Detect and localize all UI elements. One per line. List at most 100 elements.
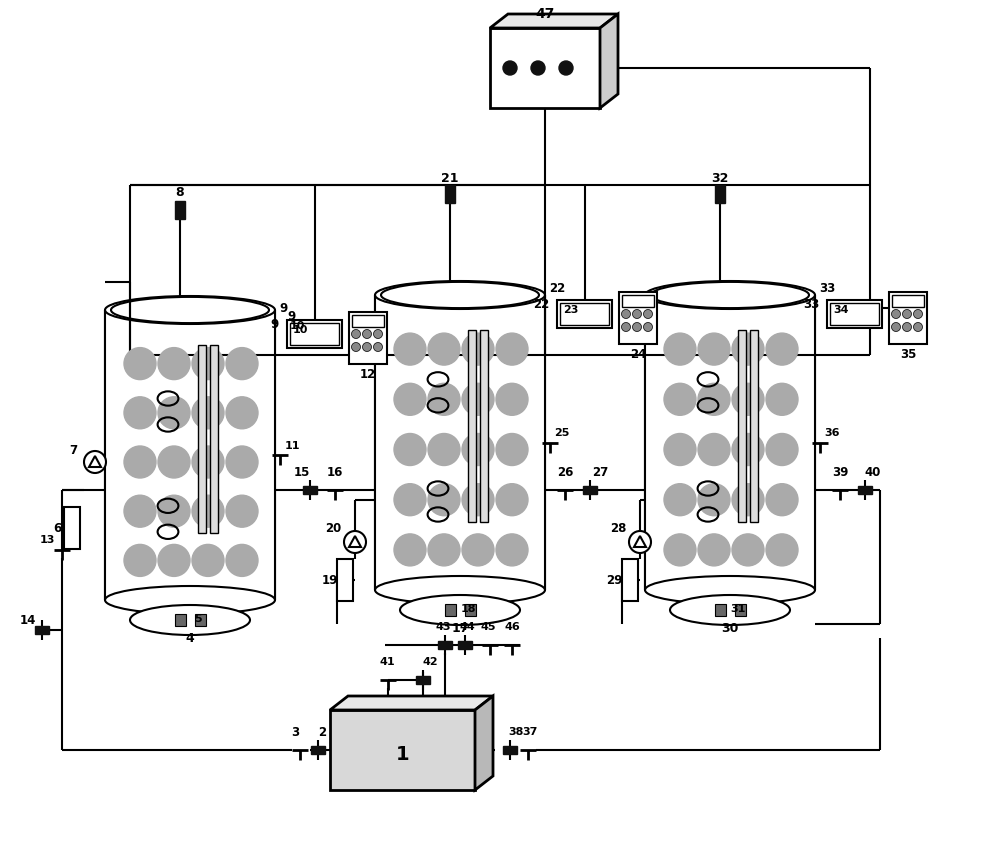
Circle shape: [192, 495, 224, 528]
Circle shape: [914, 310, 922, 318]
Bar: [622, 559, 638, 601]
Text: 23: 23: [563, 305, 578, 315]
Circle shape: [622, 323, 631, 332]
Circle shape: [428, 483, 460, 516]
Circle shape: [192, 545, 224, 576]
Circle shape: [192, 347, 224, 380]
Circle shape: [362, 342, 372, 351]
Circle shape: [766, 534, 798, 566]
Circle shape: [462, 433, 494, 465]
Circle shape: [84, 451, 106, 473]
Circle shape: [428, 433, 460, 465]
Bar: [465, 604, 476, 616]
Circle shape: [462, 333, 494, 365]
Circle shape: [766, 483, 798, 516]
Circle shape: [902, 323, 912, 332]
Circle shape: [124, 347, 156, 380]
Text: 19: 19: [322, 574, 338, 586]
Text: 47: 47: [535, 7, 555, 21]
Circle shape: [698, 483, 730, 516]
Circle shape: [664, 534, 696, 566]
Circle shape: [644, 310, 652, 318]
Circle shape: [732, 534, 764, 566]
Circle shape: [698, 333, 730, 365]
Circle shape: [158, 446, 190, 478]
Circle shape: [124, 545, 156, 576]
Circle shape: [503, 61, 517, 75]
Circle shape: [633, 323, 642, 332]
Bar: [830, 303, 879, 325]
Bar: [619, 292, 657, 344]
Circle shape: [428, 383, 460, 415]
Bar: [198, 345, 206, 534]
Bar: [503, 746, 517, 754]
Circle shape: [158, 397, 190, 429]
Circle shape: [192, 446, 224, 478]
Bar: [750, 330, 758, 523]
Text: 22: 22: [549, 282, 565, 294]
Text: 4: 4: [186, 631, 194, 644]
Circle shape: [462, 534, 494, 566]
Bar: [311, 746, 325, 754]
Bar: [583, 486, 597, 494]
Text: 42: 42: [423, 657, 438, 667]
Circle shape: [394, 534, 426, 566]
Circle shape: [226, 347, 258, 380]
Bar: [858, 486, 872, 494]
Bar: [468, 330, 476, 523]
Circle shape: [362, 329, 372, 339]
Bar: [715, 604, 726, 616]
Text: 3: 3: [291, 726, 299, 739]
Ellipse shape: [400, 595, 520, 625]
Text: 26: 26: [557, 465, 573, 478]
Bar: [175, 201, 185, 219]
Circle shape: [496, 433, 528, 465]
Bar: [445, 185, 455, 203]
Bar: [560, 303, 609, 325]
Circle shape: [496, 333, 528, 365]
Circle shape: [352, 342, 360, 351]
Text: 40: 40: [865, 465, 881, 478]
Circle shape: [158, 545, 190, 576]
Bar: [735, 604, 746, 616]
Circle shape: [462, 483, 494, 516]
Circle shape: [124, 446, 156, 478]
Text: 41: 41: [380, 657, 395, 667]
Circle shape: [226, 397, 258, 429]
Bar: [303, 486, 317, 494]
Text: 35: 35: [900, 347, 916, 361]
Ellipse shape: [130, 605, 250, 635]
Circle shape: [698, 433, 730, 465]
Circle shape: [629, 531, 651, 553]
Ellipse shape: [375, 576, 545, 604]
Circle shape: [559, 61, 573, 75]
Text: 1: 1: [396, 745, 409, 764]
Circle shape: [394, 483, 426, 516]
Polygon shape: [600, 14, 618, 108]
Circle shape: [664, 383, 696, 415]
Bar: [35, 626, 49, 634]
Text: 18: 18: [460, 604, 476, 614]
Text: 5: 5: [194, 614, 202, 624]
Bar: [287, 320, 342, 348]
Bar: [290, 323, 339, 345]
Text: 16: 16: [327, 465, 343, 478]
Circle shape: [394, 383, 426, 415]
Text: 12: 12: [360, 368, 376, 380]
Circle shape: [531, 61, 545, 75]
Polygon shape: [645, 295, 815, 590]
Circle shape: [914, 323, 922, 332]
Bar: [337, 559, 353, 601]
Bar: [490, 28, 600, 108]
Bar: [827, 300, 882, 328]
Circle shape: [462, 383, 494, 415]
Bar: [416, 676, 430, 684]
Text: 24: 24: [630, 347, 646, 361]
Bar: [889, 292, 927, 344]
Circle shape: [732, 433, 764, 465]
Bar: [557, 300, 612, 328]
Circle shape: [664, 483, 696, 516]
Bar: [715, 185, 725, 203]
Polygon shape: [475, 696, 493, 790]
Circle shape: [158, 347, 190, 380]
